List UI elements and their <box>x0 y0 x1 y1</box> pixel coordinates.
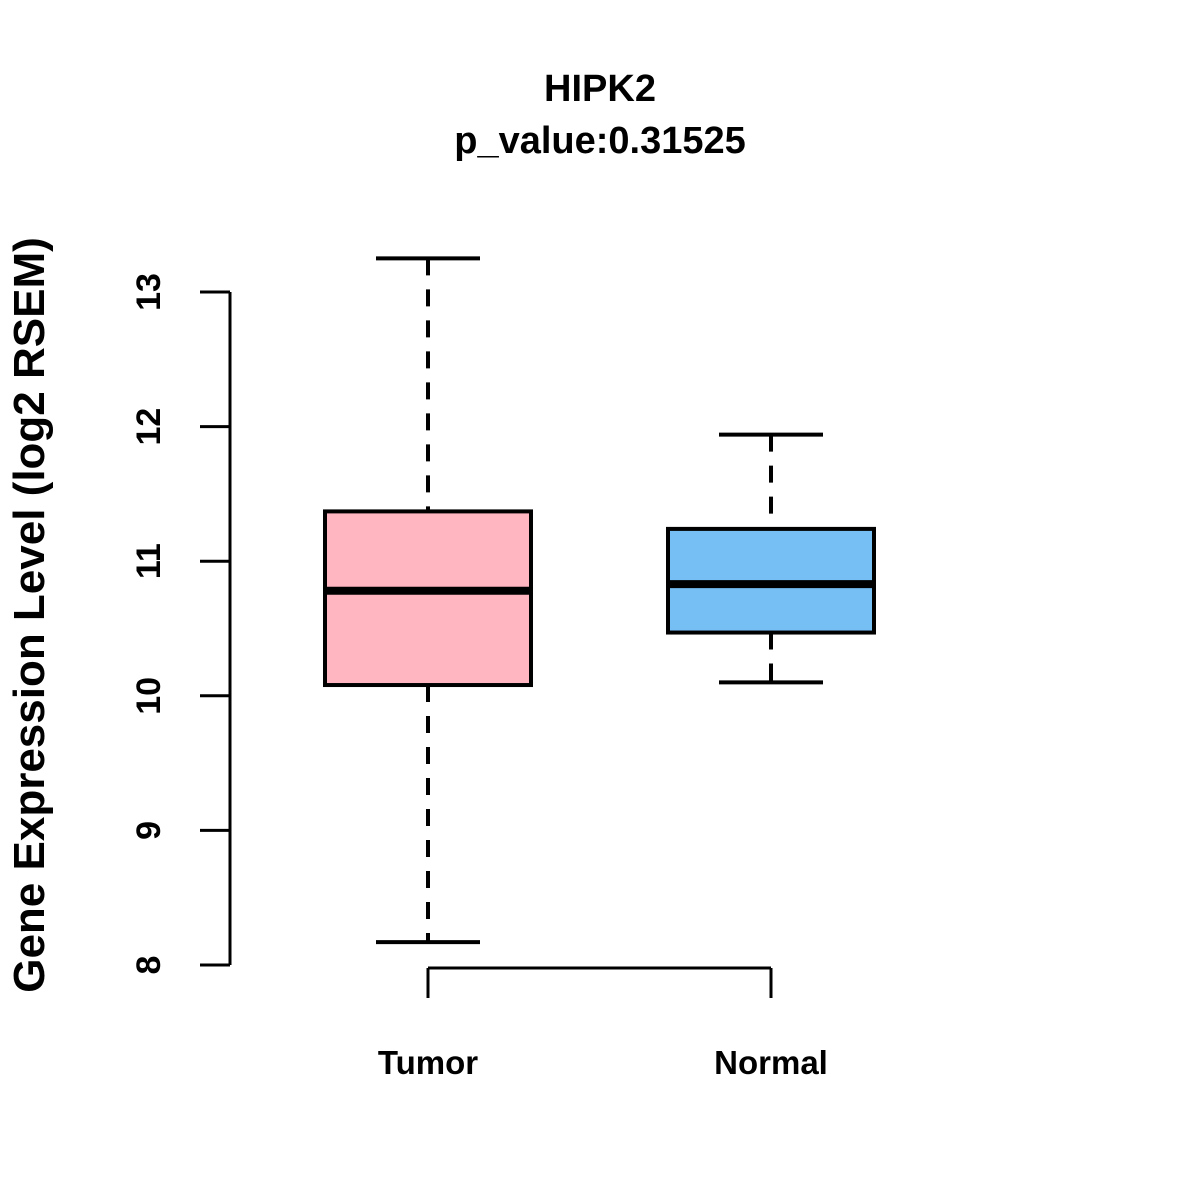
boxplot-normal <box>666 432 876 685</box>
y-tick-label-12: 12 <box>130 408 168 446</box>
boxplot-tumor <box>323 256 533 945</box>
iqr-box-tumor <box>323 509 533 688</box>
chart-shapes: 8 9 10 11 12 13 Tumor Normal <box>130 256 876 1081</box>
chart-subtitle: p_value:0.31525 <box>454 120 746 162</box>
x-label-tumor: Tumor <box>378 1044 478 1081</box>
y-tick-label-10: 10 <box>130 677 168 715</box>
y-tick-label-8: 8 <box>130 956 168 975</box>
y-tick-label-9: 9 <box>130 821 168 840</box>
chart-title: HIPK2 <box>544 68 656 110</box>
y-axis-label: Gene Expression Level (log2 RSEM) <box>5 237 54 993</box>
y-tick-label-13: 13 <box>130 273 168 311</box>
x-label-normal: Normal <box>714 1044 828 1081</box>
y-tick-label-11: 11 <box>130 543 168 579</box>
